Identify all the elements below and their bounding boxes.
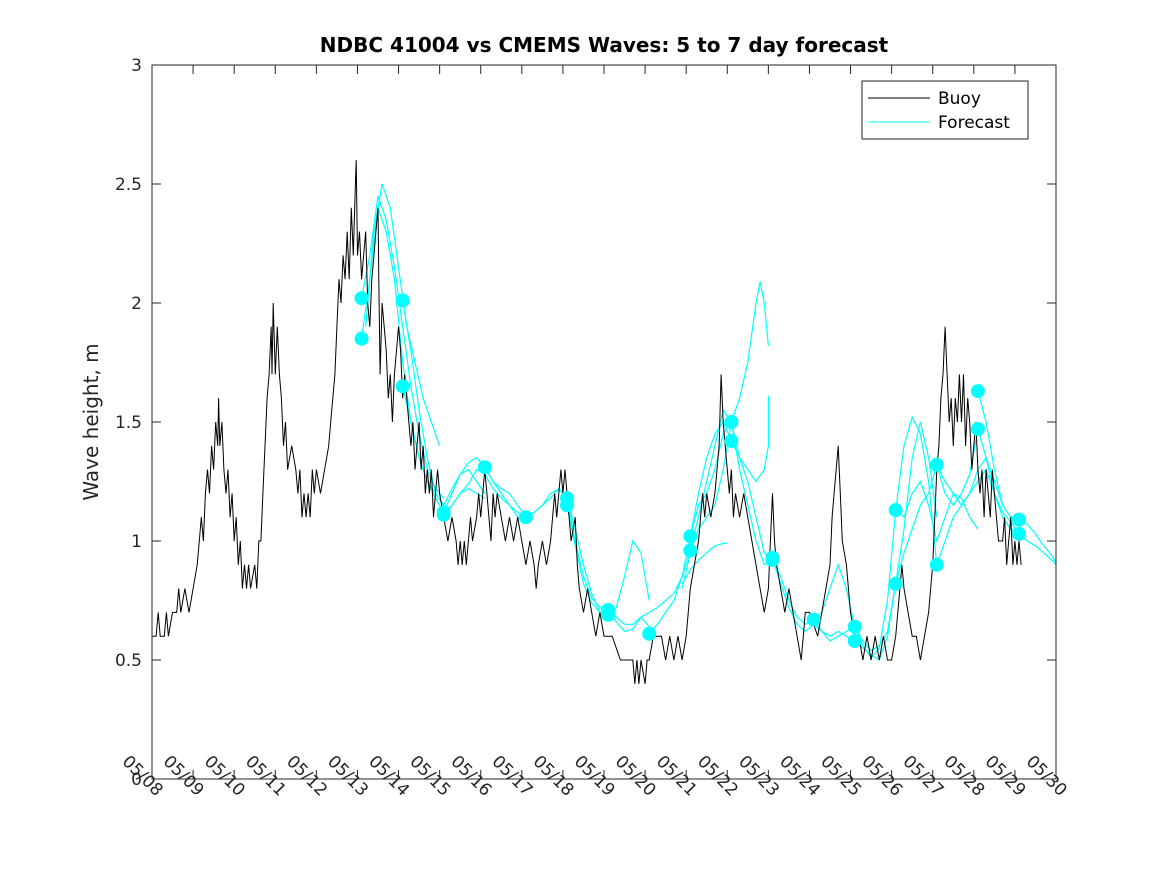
buoy-line xyxy=(152,160,1022,684)
plot-frame xyxy=(151,64,1057,780)
forecast-marker xyxy=(601,607,616,622)
plot-background xyxy=(152,65,1056,779)
forecast-marker xyxy=(806,612,821,627)
forecast-marker xyxy=(683,529,698,544)
forecast-marker xyxy=(354,291,369,306)
forecast-marker xyxy=(765,550,780,565)
forecast-line xyxy=(936,468,1020,565)
forecast-marker xyxy=(395,293,410,308)
forecast-marker xyxy=(477,460,492,475)
legend-label-buoy: Buoy xyxy=(938,89,981,109)
forecast-line xyxy=(361,195,445,499)
forecast-marker xyxy=(929,557,944,572)
series-layer xyxy=(152,160,1057,684)
legend: Buoy Forecast xyxy=(861,80,1029,140)
legend-label-forecast: Forecast xyxy=(938,113,1010,133)
y-tick-label: 2 xyxy=(131,294,142,314)
forecast-marker xyxy=(518,510,533,525)
forecast-marker xyxy=(354,331,369,346)
forecast-marker xyxy=(929,457,944,472)
forecast-marker xyxy=(560,498,574,513)
forecast-line xyxy=(730,395,770,483)
forecast-marker xyxy=(847,634,862,648)
forecast-marker xyxy=(1012,526,1026,541)
y-tick-label: 0 xyxy=(131,770,142,790)
forecast-line xyxy=(607,550,691,633)
y-tick-label: 1 xyxy=(131,532,142,552)
forecast-line xyxy=(681,542,728,585)
forecast-marker xyxy=(724,434,739,448)
y-tick-label: 3 xyxy=(131,56,142,76)
forecast-marker xyxy=(395,379,410,394)
y-tick-label: 1.5 xyxy=(115,413,142,433)
forecast-marker xyxy=(970,422,985,437)
forecast-marker xyxy=(847,619,862,634)
chart-title: NDBC 41004 vs CMEMS Waves: 5 to 7 day fo… xyxy=(320,33,889,57)
forecast-marker xyxy=(970,384,985,399)
forecast-marker xyxy=(436,507,451,522)
forecast-marker xyxy=(642,626,657,641)
y-tick-label: 0.5 xyxy=(115,651,142,671)
forecast-marker xyxy=(724,415,739,429)
y-tick-label: 2.5 xyxy=(115,175,142,195)
forecast-line xyxy=(895,480,979,544)
forecast-marker xyxy=(683,543,698,558)
forecast-marker xyxy=(888,503,903,518)
forecast-marker xyxy=(1012,512,1026,527)
legend-box xyxy=(861,80,1029,140)
forecast-line xyxy=(402,300,486,507)
forecast-marker xyxy=(888,576,903,591)
y-axis-label: Wave height, m xyxy=(79,343,103,500)
